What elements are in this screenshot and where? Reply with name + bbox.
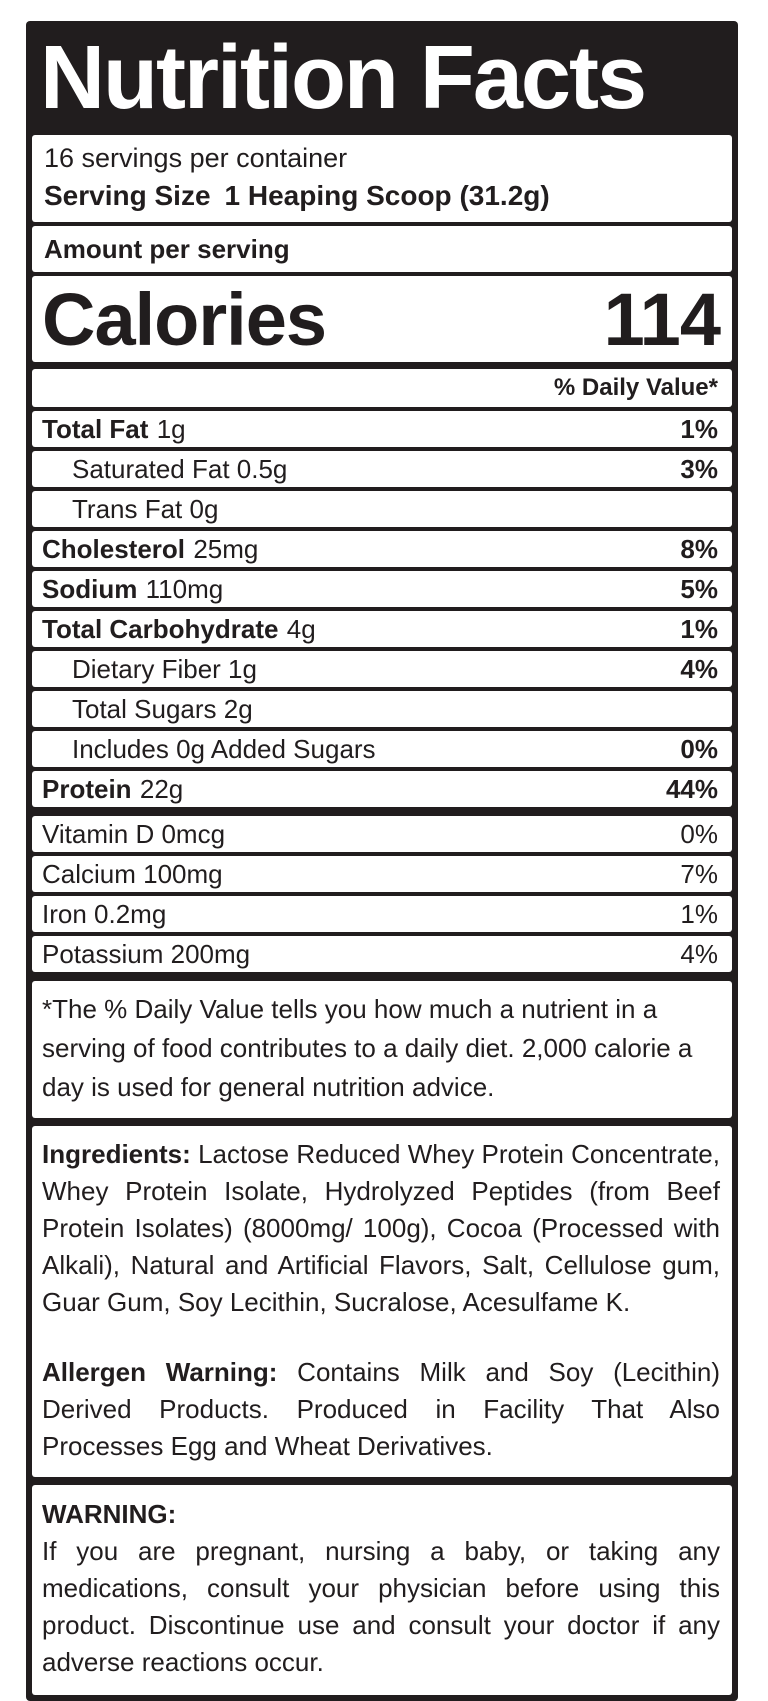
nutrient-name: Calcium 100mg: [42, 859, 223, 889]
paragraph-spacer: [42, 1321, 720, 1354]
nutrient-name: Saturated Fat 0.5g: [72, 454, 288, 484]
nutrient-left: Vitamin D 0mcg: [42, 816, 225, 852]
nutrient-name: Total Sugars 2g: [72, 694, 253, 724]
nutrient-daily-value: 5%: [680, 574, 718, 604]
nutrient-left: Total Fat 1g: [42, 411, 186, 447]
daily-value-header: % Daily Value*: [32, 369, 732, 407]
nutrient-left: Iron 0.2mg: [42, 896, 166, 932]
allergen-label: Allergen Warning:: [42, 1357, 278, 1387]
nutrient-rows: Total Fat 1g 1% Saturated Fat 0.5g 3% Tra…: [32, 407, 732, 972]
ingredients-paragraph: Ingredients: Lactose Reduced Whey Protei…: [42, 1136, 720, 1321]
warning-text: If you are pregnant, nursing a baby, or …: [42, 1536, 720, 1677]
nutrient-row: Iron 0.2mg 1%: [32, 896, 732, 932]
nutrient-left: Potassium 200mg: [42, 936, 250, 972]
calories-value: 114: [603, 277, 721, 361]
nutrient-row: Sodium 110mg 5%: [32, 571, 732, 607]
nutrient-row: Total Fat 1g 1%: [32, 411, 732, 447]
amount-per-serving: Amount per serving: [32, 226, 732, 272]
nutrient-name: Includes 0g Added Sugars: [72, 734, 376, 764]
nutrient-left: Trans Fat 0g: [72, 491, 218, 527]
nutrient-amount: 25mg: [193, 534, 259, 564]
nutrient-name: Sodium: [42, 574, 138, 604]
servings-section: 16 servings per container Serving Size 1 …: [32, 135, 732, 222]
nutrient-left: Dietary Fiber 1g: [72, 651, 257, 687]
nutrient-row: Trans Fat 0g: [32, 491, 732, 527]
nutrient-daily-value: 4%: [680, 654, 718, 684]
nutrient-name: Trans Fat 0g: [72, 494, 219, 524]
nutrient-daily-value: 4%: [680, 939, 718, 969]
nutrient-daily-value: 0%: [680, 819, 718, 849]
nutrient-name: Dietary Fiber 1g: [72, 654, 257, 684]
nutrient-daily-value: 8%: [680, 534, 718, 564]
nutrient-amount: 4g: [286, 614, 316, 644]
allergen-paragraph: Allergen Warning: Contains Milk and Soy …: [42, 1354, 720, 1465]
nutrient-left: Sodium 110mg: [42, 571, 223, 607]
nutrient-daily-value: 44%: [665, 774, 718, 804]
nutrient-daily-value: 1%: [680, 899, 718, 929]
nutrient-row: Total Carbohydrate 4g 1%: [32, 611, 732, 647]
nutrient-name: Protein: [42, 774, 132, 804]
serving-size-label: Serving Size: [44, 180, 211, 211]
nutrient-row: Saturated Fat 0.5g 3%: [32, 451, 732, 487]
nutrient-name: Total Carbohydrate: [42, 614, 279, 644]
nutrient-amount: 110mg: [145, 574, 224, 604]
nutrient-row: Includes 0g Added Sugars 0%: [32, 731, 732, 767]
nutrient-daily-value: 1%: [680, 614, 718, 644]
nutrient-left: Total Sugars 2g: [72, 691, 253, 727]
nutrient-row: Calcium 100mg 7%: [32, 856, 732, 892]
nutrient-daily-value: 0%: [680, 734, 718, 764]
nutrient-row: Protein 22g 44%: [32, 771, 732, 807]
nutrient-left: Total Carbohydrate 4g: [42, 611, 316, 647]
ingredients-label: Ingredients:: [42, 1139, 191, 1169]
nutrient-name: Potassium 200mg: [42, 939, 251, 969]
calories-row: Calories 114: [32, 276, 732, 362]
allergen-text: Contains Milk and Soy (Lecithin) Derived…: [42, 1357, 720, 1461]
ingredients-section: Ingredients: Lactose Reduced Whey Protei…: [32, 1126, 732, 1477]
nutrient-daily-value: 3%: [680, 454, 718, 484]
nutrient-name: Vitamin D 0mcg: [42, 819, 226, 849]
nutrient-row: Total Sugars 2g: [32, 691, 732, 727]
label-title: Nutrition Facts: [40, 28, 647, 128]
nutrient-left: Calcium 100mg: [42, 856, 223, 892]
warning-heading: WARNING:: [42, 1499, 177, 1529]
servings-per-container: 16 servings per container: [44, 143, 348, 173]
nutrition-facts-label: Nutrition Facts 16 servings per containe…: [26, 21, 738, 1701]
nutrient-daily-value: 7%: [680, 859, 718, 889]
nutrient-amount: 1g: [156, 414, 186, 444]
daily-value-footnote: *The % Daily Value tells you how much a …: [32, 981, 732, 1118]
nutrient-name: Cholesterol: [42, 534, 186, 564]
ingredients-text: Lactose Reduced Whey Protein Concentrate…: [42, 1139, 720, 1317]
nutrient-row: Vitamin D 0mcg 0%: [32, 816, 732, 852]
warning-section: WARNING: If you are pregnant, nursing a …: [32, 1485, 732, 1695]
nutrient-amount: 22g: [139, 774, 184, 804]
nutrient-left: Includes 0g Added Sugars: [72, 731, 376, 767]
nutrient-name: Total Fat: [42, 414, 149, 444]
nutrient-row: Dietary Fiber 1g 4%: [32, 651, 732, 687]
serving-size: Serving Size 1 Heaping Scoop (31.2g): [44, 177, 720, 215]
nutrient-name: Iron 0.2mg: [42, 899, 167, 929]
nutrient-left: Protein 22g: [42, 771, 183, 807]
nutrient-left: Saturated Fat 0.5g: [72, 451, 287, 487]
nutrient-row: Cholesterol 25mg 8%: [32, 531, 732, 567]
nutrient-left: Cholesterol 25mg: [42, 531, 258, 567]
nutrient-row: Potassium 200mg 4%: [32, 936, 732, 972]
serving-size-value: 1 Heaping Scoop (31.2g): [224, 180, 550, 211]
nutrient-daily-value: 1%: [680, 414, 718, 444]
calories-label: Calories: [42, 277, 327, 361]
